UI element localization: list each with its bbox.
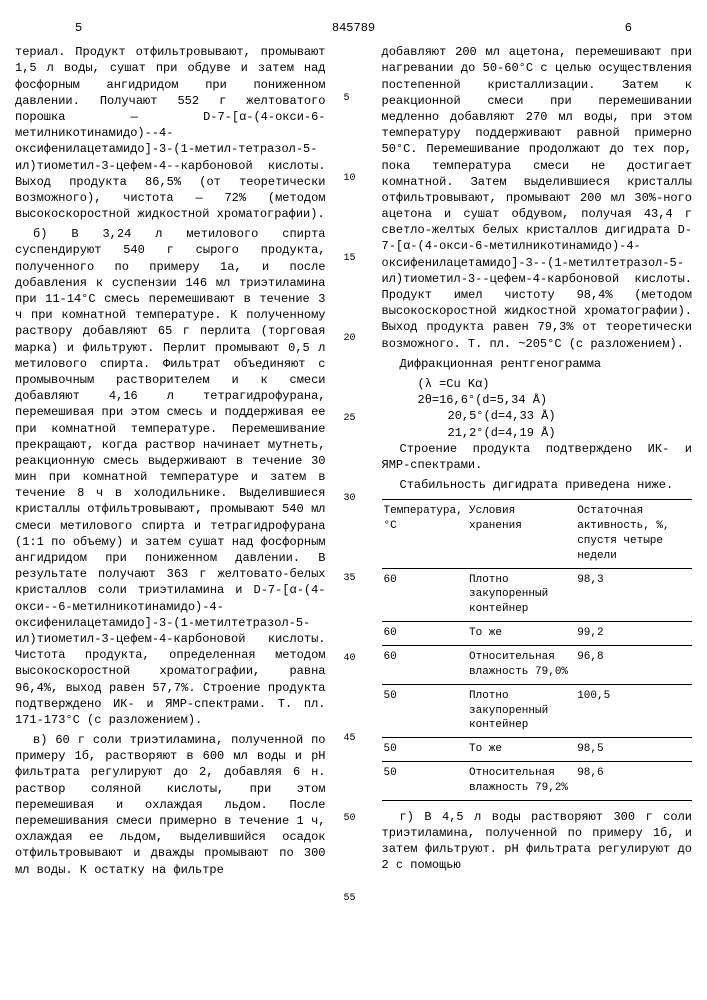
left-column: териал. Продукт отфильтровывают, промыва… — [15, 44, 326, 882]
table-row: 50 Плотно закупоренный контейнер 100,5 — [382, 684, 693, 738]
ln-45: 45 — [344, 732, 356, 746]
cell: То же — [467, 622, 575, 646]
cell: Плотно закупоренный контейнер — [467, 684, 575, 738]
main-columns: териал. Продукт отфильтровывают, промыва… — [15, 44, 692, 882]
cell: 96,8 — [575, 646, 692, 685]
table-row: 50 Относительная влажность 79,2% 98,6 — [382, 762, 693, 801]
right-column: добавляют 200 мл ацетона, перемешивают п… — [382, 44, 693, 882]
cell: 50 — [382, 738, 468, 762]
left-p1: териал. Продукт отфильтровывают, промыва… — [15, 44, 326, 222]
right-p2: Дифракционная рентгенограмма — [382, 356, 693, 372]
page-num-right: 6 — [625, 20, 632, 36]
dif-3: 21,2°(d=4,19 Å) — [448, 425, 693, 441]
ln-35: 35 — [344, 572, 356, 586]
cell: 60 — [382, 646, 468, 685]
th-act: Остаточная активность, %, спустя четыре … — [575, 500, 692, 568]
th-temp: Температура,°С — [382, 500, 468, 568]
th-cond: Условия хранения — [467, 500, 575, 568]
dif-1: 2θ=16,6°(d=5,34 Å) — [418, 392, 693, 408]
cell: 100,5 — [575, 684, 692, 738]
cell: Относительная влажность 79,0% — [467, 646, 575, 685]
patent-number: 845789 — [332, 20, 375, 36]
ln-40: 40 — [344, 652, 356, 666]
cell: 98,5 — [575, 738, 692, 762]
ln-10: 10 — [344, 172, 356, 186]
dif-2: 20,5°(d=4,33 Å) — [448, 408, 693, 424]
cell: 60 — [382, 622, 468, 646]
right-p5: г) В 4,5 л воды растворяют 300 г соли тр… — [382, 809, 693, 874]
stability-table: Температура,°С Условия хранения Остаточн… — [382, 499, 693, 801]
cell: 98,3 — [575, 568, 692, 622]
table-row: 60 Плотно закупоренный контейнер 98,3 — [382, 568, 693, 622]
table-row: 60 Относительная влажность 79,0% 96,8 — [382, 646, 693, 685]
ln-25: 25 — [344, 412, 356, 426]
cell: 50 — [382, 684, 468, 738]
left-p2: б) В 3,24 л метилового спирта суспендиру… — [15, 226, 326, 728]
right-p4: Стабильность дигидрата приведена ниже. — [382, 477, 693, 493]
ln-5: 5 — [344, 92, 350, 106]
line-numbers: 5 10 15 20 25 30 35 40 45 50 55 — [344, 44, 364, 882]
cell: То же — [467, 738, 575, 762]
ln-50: 50 — [344, 812, 356, 826]
ln-55: 55 — [344, 892, 356, 906]
left-p3: в) 60 г соли триэтиламина, полученной по… — [15, 732, 326, 878]
right-p1: добавляют 200 мл ацетона, перемешивают п… — [382, 44, 693, 352]
ln-30: 30 — [344, 492, 356, 506]
dif-lambda: (λ =Cu Kα) — [418, 376, 693, 392]
ln-20: 20 — [344, 332, 356, 346]
cell: 50 — [382, 762, 468, 801]
diffraction-data: (λ =Cu Kα) 2θ=16,6°(d=5,34 Å) 20,5°(d=4,… — [418, 376, 693, 441]
cell: Относительная влажность 79,2% — [467, 762, 575, 801]
page-num-left: 5 — [75, 20, 82, 36]
page-header: 5 845789 6 — [15, 20, 692, 36]
table-row: 50 То же 98,5 — [382, 738, 693, 762]
table-row: 60 То же 99,2 — [382, 622, 693, 646]
cell: Плотно закупоренный контейнер — [467, 568, 575, 622]
cell: 98,6 — [575, 762, 692, 801]
ln-15: 15 — [344, 252, 356, 266]
cell: 60 — [382, 568, 468, 622]
cell: 99,2 — [575, 622, 692, 646]
right-p3: Строение продукта подтверждено ИК- и ЯМР… — [382, 441, 693, 473]
